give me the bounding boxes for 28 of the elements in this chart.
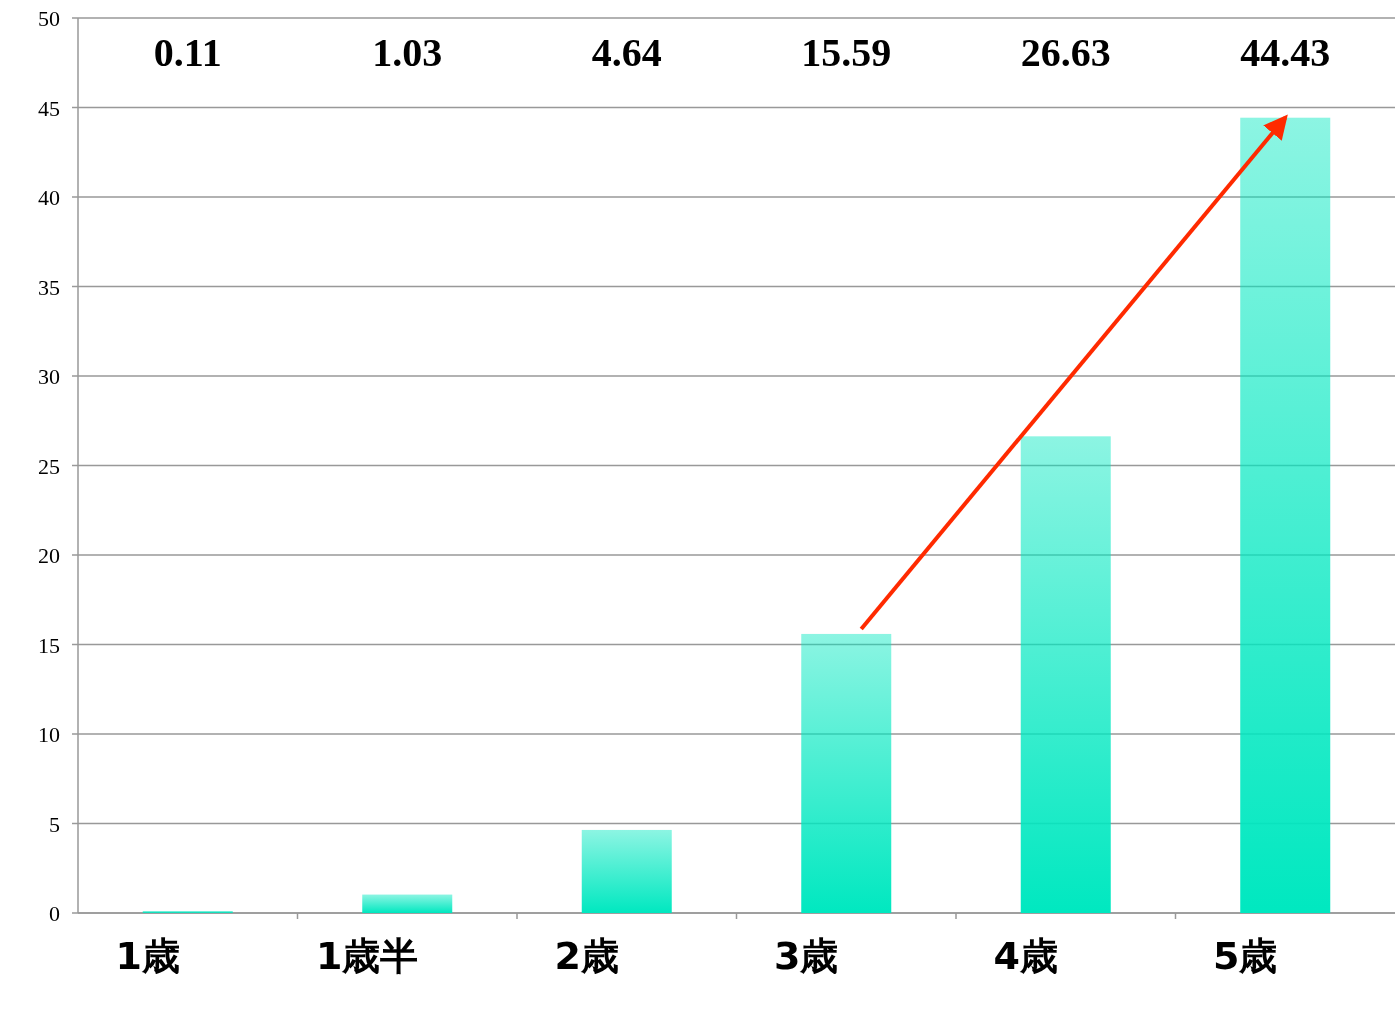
x-tick-label: 5歳 [1213,934,1278,978]
annotation: 44.43 [1240,30,1331,75]
x-tick-label: 1歳 [115,934,180,978]
annotation: 26.63 [1020,30,1111,75]
bar [362,894,453,913]
bar [581,829,672,913]
x-tick-label: 3歳 [774,934,839,978]
y-tick-label: 0 [49,901,60,926]
y-tick-label: 30 [38,364,60,389]
x-tick-label: 4歳 [993,934,1058,978]
bar [801,633,892,913]
annotation: 1.03 [372,30,443,75]
y-tick-label: 5 [49,811,60,837]
annotation: 0.11 [153,30,222,75]
y-tick-label: 45 [38,95,60,121]
annotation: 4.64 [591,30,662,75]
y-tick-label: 10 [38,722,60,747]
y-tick-label: 15 [38,632,60,658]
y-tick-label: 20 [38,543,60,568]
annotation: 15.59 [801,30,892,75]
y-tick-label: 35 [38,274,60,300]
x-tick-label: 2歳 [554,934,619,978]
y-tick-label: 25 [38,453,60,479]
y-tick-label: 40 [38,185,60,210]
y-tick-label: 50 [38,6,60,31]
bar [1020,436,1111,913]
x-tick-label: 1歳半 [316,934,419,978]
bar [1240,117,1331,913]
